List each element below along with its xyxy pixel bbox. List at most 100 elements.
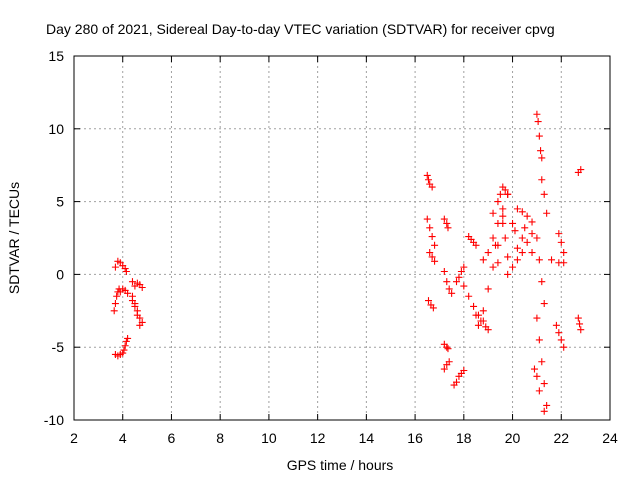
data-point [472,311,480,319]
data-point [453,278,461,286]
x-tick-label: 10 [261,430,277,446]
data-point [548,256,556,264]
data-point [440,365,448,373]
data-point [535,336,543,344]
data-point [494,219,502,227]
x-tick-label: 6 [168,430,176,446]
data-point [535,387,543,395]
y-tick-label: 15 [48,48,64,64]
data-point [538,176,546,184]
data-point [533,372,541,380]
x-tick-label: 16 [407,430,423,446]
data-point [534,118,542,126]
x-tick-label: 4 [119,430,127,446]
data-point [423,215,431,223]
data-point [472,241,480,249]
data-point [431,241,439,249]
data-point [479,307,487,315]
data-point [511,227,519,235]
data-point [499,205,507,213]
data-point [540,407,548,415]
data-point [440,267,448,275]
data-point [538,358,546,366]
y-axis-label: SDTVAR / TECUs [6,182,22,294]
data-point [122,337,130,345]
data-point [124,289,132,297]
data-point [501,234,509,242]
data-point [518,234,526,242]
data-point [489,209,497,217]
data-point [530,365,538,373]
data-point [540,190,548,198]
data-point [504,253,512,261]
data-point [445,358,453,366]
data-point [484,285,492,293]
data-point [120,346,128,354]
data-point [443,278,451,286]
chart-title: Day 280 of 2021, Sidereal Day-to-day VTE… [46,21,555,37]
data-point [428,183,436,191]
data-point [509,263,517,271]
data-point [543,401,551,409]
data-point [577,166,585,174]
data-point [477,317,485,325]
data-point [557,238,565,246]
y-tick-label: 5 [56,194,64,210]
data-point [431,257,439,265]
data-point [489,263,497,271]
data-point [504,190,512,198]
data-point [577,326,585,334]
data-point [426,249,434,257]
data-point [560,343,568,351]
data-point [538,278,546,286]
data-point [110,307,118,315]
data-point [426,224,434,232]
x-tick-label: 14 [359,430,375,446]
data-point [521,224,529,232]
data-point [455,273,463,281]
data-point [133,311,141,319]
data-point [501,186,509,194]
data-point [484,326,492,334]
data-point [128,297,136,305]
data-point [128,278,136,286]
data-point [429,304,437,312]
data-point [535,256,543,264]
data-point [540,380,548,388]
axis-ticks [73,55,611,421]
x-tick-label: 8 [216,430,224,446]
data-point [555,230,563,238]
data-point [489,234,497,242]
x-tick-label: 24 [602,430,618,446]
data-point [518,249,526,257]
data-point [111,300,119,308]
data-point [465,292,473,300]
x-tick-label: 2 [70,430,78,446]
data-point [576,320,584,328]
data-point [518,208,526,216]
data-point [138,284,146,292]
data-point [440,215,448,223]
data-point [513,256,521,264]
data-point [444,224,452,232]
data-point [484,249,492,257]
data-point [557,336,565,344]
data-point [113,292,121,300]
data-point [555,329,563,337]
data-point [491,241,499,249]
data-point [443,219,451,227]
data-point [131,302,139,310]
data-point [528,230,536,238]
data-point [479,256,487,264]
data-point [504,270,512,278]
data-point [121,342,129,350]
data-point [424,176,432,184]
y-tick-label: 0 [56,266,64,282]
x-tick-label: 20 [505,430,521,446]
data-point [460,263,468,271]
data-point [513,244,521,252]
data-point [537,147,545,155]
data-point [460,366,468,374]
data-point [574,314,582,322]
data-point [453,378,461,386]
